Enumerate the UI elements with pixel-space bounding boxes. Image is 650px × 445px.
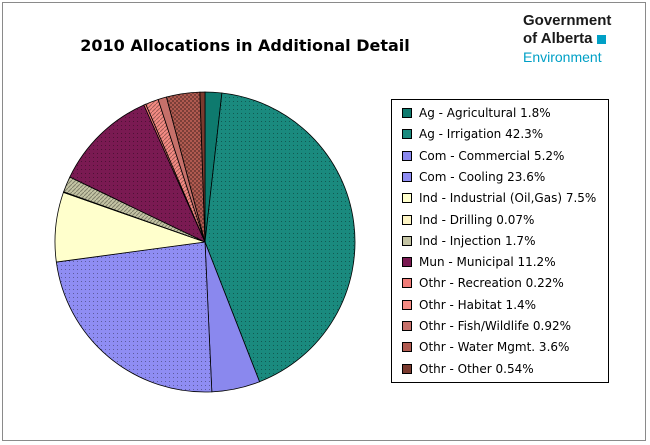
legend-item: Ind - Drilling 0.07% <box>402 211 534 229</box>
legend-label: Othr - Water Mgmt. 3.6% <box>419 340 570 355</box>
legend-item: Ind - Industrial (Oil,Gas) 7.5% <box>402 189 596 207</box>
legend-swatch <box>402 321 412 331</box>
legend-swatch <box>402 171 412 182</box>
legend-swatch <box>402 363 412 374</box>
legend-swatch <box>402 193 412 204</box>
legend-swatch <box>402 257 412 268</box>
legend-swatch <box>402 299 412 310</box>
legend-swatch <box>402 235 412 246</box>
government-of-alberta-logo: Government of Alberta Environment <box>523 12 611 66</box>
legend-swatch <box>402 150 412 161</box>
legend-item: Othr - Fish/Wildlife 0.92% <box>402 317 571 335</box>
legend-label: Ind - Injection 1.7% <box>419 233 536 248</box>
legend-label: Othr - Habitat 1.4% <box>419 297 537 312</box>
legend-label: Othr - Recreation 0.22% <box>419 276 564 291</box>
legend-item: Ag - Agricultural 1.8% <box>402 104 551 122</box>
legend-swatch <box>402 129 412 140</box>
chart-legend: Ag - Agricultural 1.8% Ag - Irrigation 42… <box>391 99 609 383</box>
logo-line-government: Government <box>523 12 612 29</box>
logo-line-environment: Environment <box>523 49 602 65</box>
legend-swatch <box>402 214 412 225</box>
legend-item: Com - Cooling 23.6% <box>402 168 545 186</box>
logo-row-of-alberta: of Alberta <box>523 30 611 48</box>
legend-label: Com - Commercial 5.2% <box>419 148 565 163</box>
legend-label: Ind - Drilling 0.07% <box>419 212 535 227</box>
logo-line-of-alberta: of Alberta <box>523 30 593 47</box>
legend-item: Com - Commercial 5.2% <box>402 147 564 165</box>
pie-slice-3 <box>55 241 213 393</box>
legend-item: Ag - Irrigation 42.3% <box>402 125 543 143</box>
legend-label: Ag - Irrigation 42.3% <box>419 127 544 142</box>
legend-label: Othr - Fish/Wildlife 0.92% <box>419 319 572 333</box>
legend-label: Ag - Agricultural 1.8% <box>419 106 551 120</box>
legend-item: Othr - Recreation 0.22% <box>402 274 564 292</box>
legend-item: Othr - Water Mgmt. 3.6% <box>402 338 569 356</box>
legend-item: Ind - Injection 1.7% <box>402 232 535 250</box>
legend-swatch <box>402 108 412 118</box>
logo-square-icon <box>597 34 607 44</box>
pie-slice-12 <box>199 91 206 243</box>
legend-swatch <box>402 278 412 289</box>
legend-label: Mun - Municipal 11.2% <box>419 255 556 270</box>
legend-item: Othr - Other 0.54% <box>402 360 534 378</box>
pie-slice-7 <box>69 104 206 243</box>
pie-slice-1 <box>204 92 356 383</box>
legend-label: Othr - Other 0.54% <box>419 361 534 376</box>
legend-label: Ind - Industrial (Oil,Gas) 7.5% <box>419 191 597 206</box>
legend-label: Com - Cooling 23.6% <box>419 169 546 184</box>
chart-title: 2010 Allocations in Additional Detail <box>80 36 410 55</box>
legend-item: Othr - Habitat 1.4% <box>402 296 536 314</box>
legend-swatch <box>402 342 412 353</box>
legend-item: Mun - Municipal 11.2% <box>402 253 556 271</box>
